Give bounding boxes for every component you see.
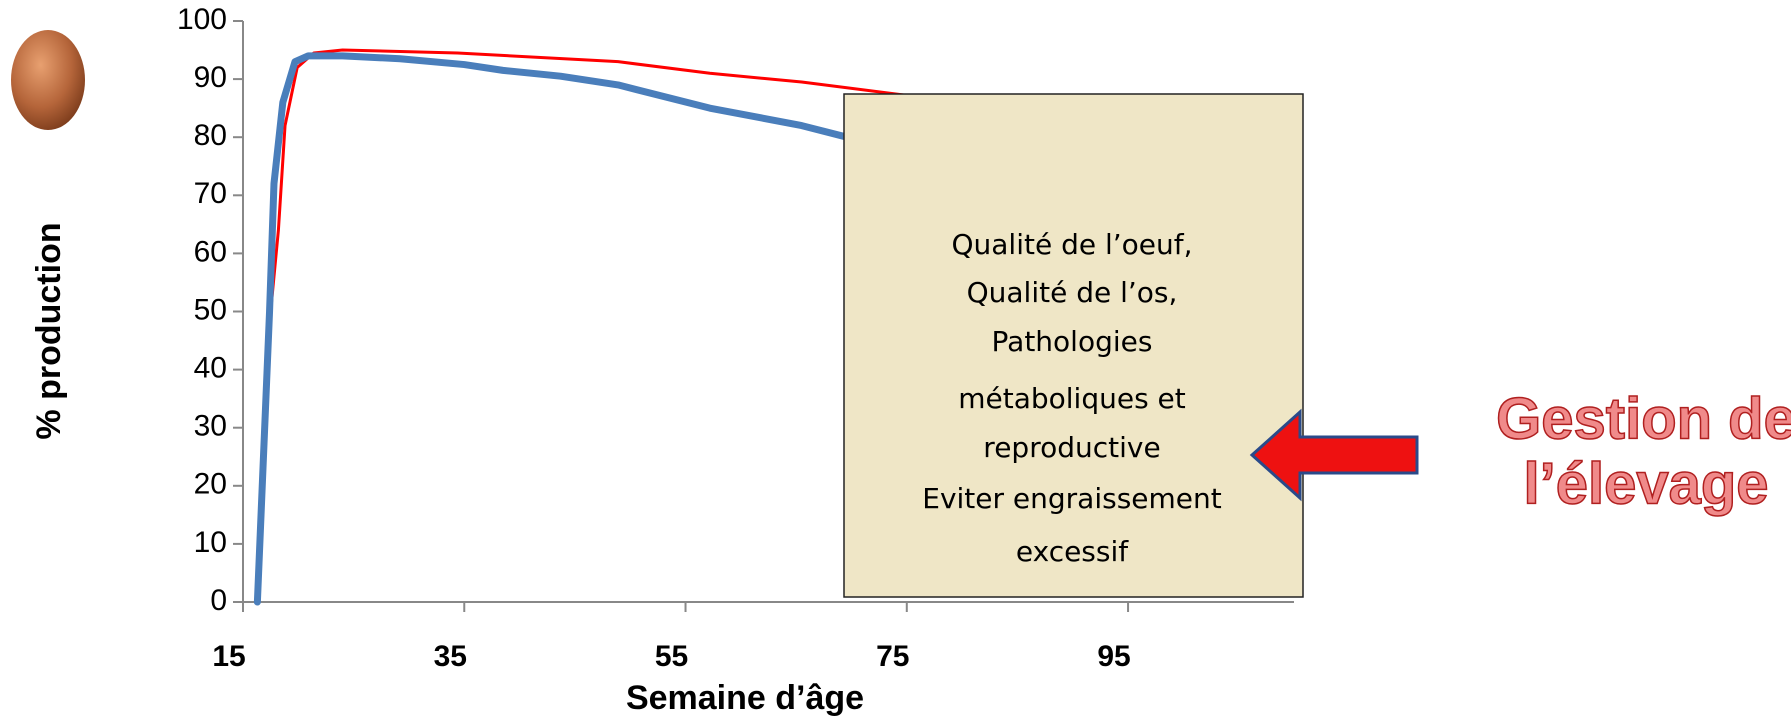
x-tick-label: 35 [434,640,467,673]
annotation-line: reproductive [983,431,1160,464]
y-tick-label: 10 [194,526,227,559]
y-tick-label: 60 [194,235,227,268]
x-tick-label: 95 [1097,640,1130,673]
annotation-line: Qualité de l’oeuf, [951,228,1192,261]
annotation-line: Eviter engraissement [922,482,1222,515]
y-axis-label: % production [30,222,68,439]
y-tick-label: 90 [194,61,227,94]
x-axis-label: Semaine d’âge [626,679,864,717]
side-note: l’élevage [1523,451,1768,516]
y-tick-label: 80 [194,119,227,152]
x-tick-label: 75 [876,640,909,673]
x-tick-label: 55 [655,640,688,673]
chart: 0 10 20 30 40 50 60 70 80 90 100 15 35 55 75 95 Qualité… [0,0,1791,724]
egg-icon [11,30,85,130]
y-tick-label: 100 [177,3,227,36]
annotation-line: Qualité de l’os, [967,276,1178,309]
annotation-line: Pathologies [992,325,1153,358]
y-tick-label: 30 [194,410,227,443]
y-tick-label: 20 [194,468,227,501]
annotation-line: excessif [1016,535,1129,568]
side-note: Gestion de [1496,386,1791,451]
y-tick-label: 50 [194,293,227,326]
x-tick-label: 15 [212,640,245,673]
y-tick-label: 40 [194,352,227,385]
y-tick-label: 0 [210,584,227,617]
y-tick-label: 70 [194,177,227,210]
annotation-line: métaboliques et [958,382,1186,415]
